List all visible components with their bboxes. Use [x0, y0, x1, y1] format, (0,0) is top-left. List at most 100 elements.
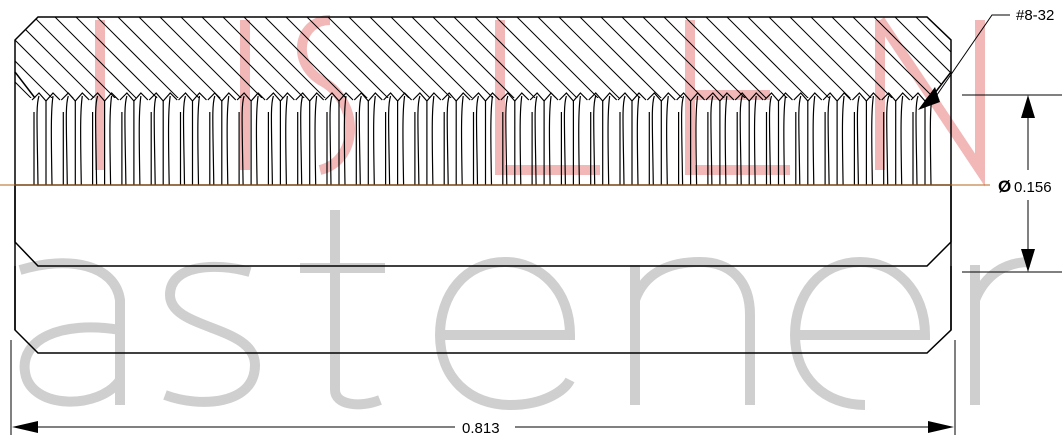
- thread-flank: [590, 95, 611, 186]
- hatch-line: [614, 17, 711, 98]
- hatch-line: [404, 17, 501, 98]
- hatch-line: [15, 17, 60, 98]
- hatch-line: [278, 17, 375, 98]
- watermark-letter: [300, 210, 385, 410]
- diameter-value: 0.156: [1014, 179, 1052, 196]
- thread-flank: [297, 95, 318, 186]
- hatch-line: [509, 17, 606, 98]
- thread-crest: [207, 92, 237, 102]
- hatch-line: [635, 17, 732, 98]
- thread-flank: [678, 95, 699, 186]
- hatch-line: [467, 17, 564, 98]
- hatch-line: [362, 17, 459, 98]
- hatch-line: [425, 17, 522, 98]
- thread-flank: [121, 95, 142, 186]
- hatch-line: [761, 17, 858, 98]
- hatch-line: [845, 17, 942, 98]
- hatch-line: [68, 17, 165, 98]
- thread-flank: [385, 95, 406, 186]
- length-value: 0.813: [462, 420, 500, 435]
- thread-flank: [765, 95, 787, 186]
- watermark-letter: [630, 256, 755, 405]
- thread-crest: [793, 92, 823, 102]
- thread-callout: #8-32: [918, 7, 1054, 110]
- hatch-line: [740, 17, 837, 98]
- thread-crest: [441, 92, 471, 102]
- hatch-line: [320, 17, 417, 98]
- hatch-line: [131, 17, 228, 98]
- hatch-line: [15, 17, 39, 98]
- thread-flank: [707, 95, 728, 186]
- hatch-line: [488, 17, 585, 98]
- watermark: [18, 15, 1031, 411]
- leader-line: [929, 14, 1010, 106]
- hatch-line: [530, 17, 627, 98]
- thread-crest: [60, 92, 90, 102]
- thread-flank: [443, 95, 464, 186]
- thread-flank: [209, 95, 230, 186]
- thread-flank: [33, 95, 54, 186]
- hatch-line: [782, 17, 879, 98]
- watermark-letter: [434, 256, 576, 411]
- thread-flank: [355, 95, 376, 186]
- hatch-line: [824, 17, 921, 98]
- hatch-line: [698, 17, 795, 98]
- thread-flank: [531, 95, 552, 186]
- watermark-red-fragment: [875, 17, 985, 187]
- hatch-line: [551, 17, 648, 98]
- diameter-dimension: [962, 94, 1062, 273]
- leader-arrowhead: [918, 87, 940, 110]
- hatch-line: [908, 17, 951, 98]
- thread-flank: [736, 95, 757, 186]
- thread-flank: [853, 95, 874, 186]
- hatch-line: [677, 17, 774, 98]
- hatch-line: [950, 17, 951, 98]
- thread-flank: [883, 95, 904, 186]
- thread-flank: [238, 95, 259, 186]
- thread-flank: [912, 95, 933, 186]
- hatch-line: [236, 17, 333, 98]
- hatch-line: [299, 17, 396, 98]
- lower-outline: [14, 185, 952, 267]
- thread-crest: [353, 92, 383, 102]
- arrowhead-left: [12, 421, 38, 433]
- thread-flank: [824, 95, 845, 186]
- thread-crest: [588, 92, 618, 102]
- hatch-line: [15, 17, 102, 98]
- top-outline: [14, 16, 952, 99]
- thread-flank: [62, 95, 83, 186]
- arrowhead-up: [1021, 95, 1035, 118]
- thread-crest: [646, 92, 676, 102]
- hatch-line: [341, 17, 438, 98]
- hatch-line: [593, 17, 690, 98]
- thread-flank: [619, 95, 640, 186]
- thread-crest: [265, 92, 295, 102]
- hatch-line: [993, 10, 1062, 105]
- hatch-line: [656, 17, 753, 98]
- hatch-line: [89, 17, 186, 98]
- arrowhead-right: [928, 421, 954, 433]
- thread-crest: [881, 92, 911, 102]
- hatch-line: [215, 17, 312, 98]
- thread-flank: [150, 95, 171, 186]
- watermark-letter: [18, 258, 125, 407]
- watermark-letter: [789, 256, 931, 410]
- thread-flank: [267, 95, 288, 186]
- thread-flank: [795, 95, 816, 186]
- hatch-line: [26, 17, 123, 98]
- section-hatching: [15, 10, 1062, 105]
- thread-flank: [414, 95, 435, 186]
- hatch-line: [47, 17, 144, 98]
- hatch-line: [572, 17, 669, 98]
- thread-flank: [326, 95, 347, 186]
- hatch-line: [719, 17, 816, 98]
- hatch-line: [173, 17, 270, 98]
- thread-crest: [31, 92, 61, 102]
- hatch-line: [152, 17, 249, 98]
- thread-crest: [178, 92, 207, 102]
- watermark-letter: [163, 261, 261, 407]
- thread-callout-label: #8-32: [1016, 7, 1054, 24]
- thread-flank: [472, 95, 494, 186]
- hatch-line: [110, 17, 207, 98]
